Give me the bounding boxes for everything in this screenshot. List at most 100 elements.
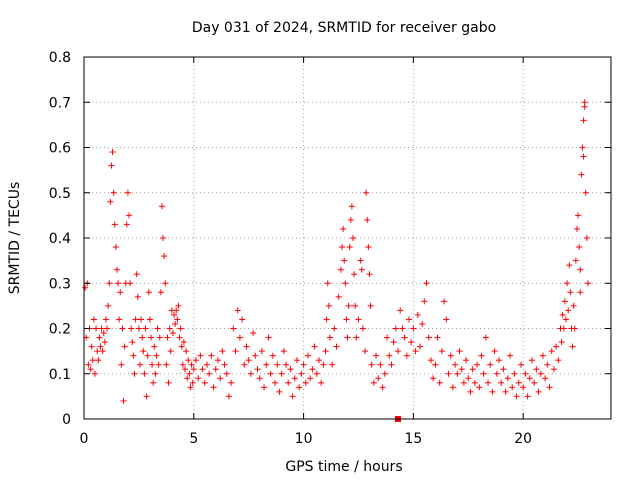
data-point	[456, 348, 463, 355]
data-point	[112, 244, 119, 251]
data-point	[128, 325, 135, 332]
data-point	[447, 352, 454, 359]
data-point	[386, 352, 393, 359]
data-point	[243, 343, 250, 350]
data-point	[558, 339, 565, 346]
y-tick-label: 0.2	[49, 322, 71, 338]
data-point	[493, 370, 500, 377]
data-point	[88, 343, 95, 350]
data-point	[353, 334, 360, 341]
data-point	[357, 257, 364, 264]
data-point	[504, 375, 511, 382]
data-point	[539, 352, 546, 359]
data-point	[570, 302, 577, 309]
data-point	[91, 370, 98, 377]
data-point	[559, 311, 566, 318]
data-point	[120, 397, 127, 404]
data-point	[377, 361, 384, 368]
data-point	[580, 153, 587, 160]
data-point	[366, 271, 373, 278]
data-point	[217, 375, 224, 382]
data-point	[358, 266, 365, 273]
data-point	[487, 361, 494, 368]
x-tick-label: 10	[295, 431, 313, 447]
data-point	[520, 384, 527, 391]
data-point	[423, 280, 430, 287]
data-point	[355, 316, 362, 323]
data-point	[163, 361, 170, 368]
data-point	[98, 325, 105, 332]
data-point	[93, 325, 100, 332]
data-point	[280, 348, 287, 355]
data-point	[333, 343, 340, 350]
x-tick-label: 20	[514, 431, 532, 447]
data-point	[342, 280, 349, 287]
data-point	[164, 334, 171, 341]
data-point	[176, 334, 183, 341]
data-point	[513, 393, 520, 400]
data-point	[150, 379, 157, 386]
data-point	[178, 343, 185, 350]
data-point	[131, 370, 138, 377]
data-point	[174, 316, 181, 323]
data-point	[432, 361, 439, 368]
data-point	[101, 339, 108, 346]
data-point	[449, 384, 456, 391]
data-point	[85, 361, 92, 368]
data-point	[465, 375, 472, 382]
data-point	[388, 361, 395, 368]
data-point	[496, 357, 503, 364]
data-point	[132, 316, 139, 323]
data-point	[113, 266, 120, 273]
data-point	[141, 370, 148, 377]
data-point	[480, 370, 487, 377]
data-point	[285, 379, 292, 386]
data-point	[565, 307, 572, 314]
data-point	[351, 271, 358, 278]
data-point	[331, 325, 338, 332]
data-point	[195, 375, 202, 382]
data-point	[136, 361, 143, 368]
x-tick-label: 5	[189, 431, 198, 447]
data-point	[416, 343, 423, 350]
data-point	[364, 216, 371, 223]
data-point	[419, 320, 426, 327]
x-axis-label: GPS time / hours	[285, 459, 402, 475]
data-point	[139, 334, 146, 341]
data-point	[580, 117, 587, 124]
data-point	[97, 343, 104, 350]
data-point	[154, 325, 161, 332]
data-point	[293, 357, 300, 364]
data-point	[124, 189, 131, 196]
data-point	[151, 343, 158, 350]
data-point	[482, 334, 489, 341]
data-point	[335, 293, 342, 300]
data-point	[129, 339, 136, 346]
data-point	[575, 212, 582, 219]
data-point	[324, 280, 331, 287]
data-point	[320, 361, 327, 368]
y-tick-label: 0.3	[49, 276, 71, 292]
data-point	[346, 244, 353, 251]
data-point	[526, 375, 533, 382]
data-point	[272, 379, 279, 386]
data-point	[584, 280, 591, 287]
data-point	[135, 325, 142, 332]
data-point	[375, 375, 382, 382]
data-point	[258, 348, 265, 355]
x-tick-label: 0	[80, 431, 89, 447]
data-point	[517, 361, 524, 368]
data-point	[300, 361, 307, 368]
data-point	[143, 393, 150, 400]
data-point	[373, 352, 380, 359]
data-point	[263, 361, 270, 368]
data-point	[104, 325, 111, 332]
data-point	[108, 162, 115, 169]
data-point	[577, 289, 584, 296]
data-point	[368, 361, 375, 368]
data-point	[569, 343, 576, 350]
data-point	[528, 357, 535, 364]
data-point	[347, 216, 354, 223]
data-point	[188, 361, 195, 368]
